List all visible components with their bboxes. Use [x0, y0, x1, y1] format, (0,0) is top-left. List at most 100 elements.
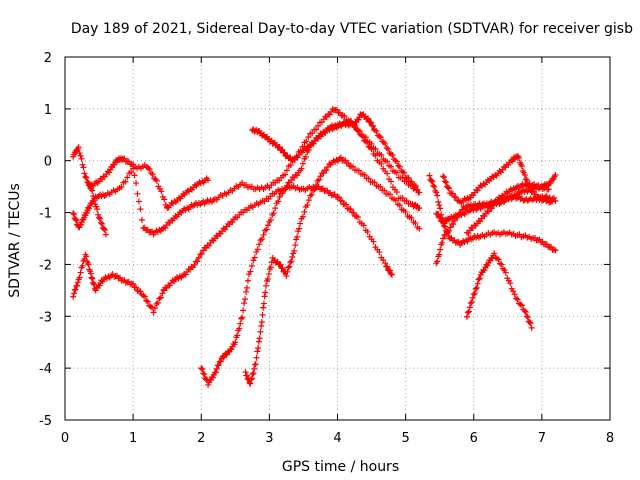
data-point — [315, 122, 322, 129]
data-point — [342, 157, 349, 164]
x-tick-label: 2 — [197, 431, 205, 446]
data-point — [259, 311, 266, 318]
data-point — [320, 170, 327, 177]
y-tick-labels: -5 -4 -3 -2 -1 0 1 2 — [39, 51, 52, 429]
data-point — [154, 299, 161, 306]
data-point — [209, 374, 216, 381]
data-point — [521, 308, 528, 315]
data-point — [429, 178, 436, 185]
data-point — [255, 345, 262, 352]
data-point — [292, 242, 299, 249]
data-point — [302, 153, 309, 160]
data-point — [111, 161, 118, 168]
data-point — [481, 267, 488, 274]
data-point — [494, 255, 501, 262]
data-point — [467, 300, 474, 307]
data-point — [87, 270, 94, 277]
data-point — [138, 216, 145, 223]
data-point — [308, 191, 315, 198]
series-track-13 — [433, 193, 559, 267]
data-point — [514, 296, 521, 303]
data-point — [435, 211, 442, 218]
data-point — [491, 250, 498, 257]
data-point — [377, 134, 384, 141]
data-point — [516, 154, 523, 161]
data-point — [130, 280, 137, 287]
data-point — [101, 226, 108, 233]
data-point — [83, 210, 90, 217]
data-point — [258, 323, 265, 330]
data-point — [257, 237, 264, 244]
data-point — [399, 168, 406, 175]
data-point — [201, 371, 208, 378]
data-point — [169, 277, 176, 284]
data-point — [72, 216, 79, 223]
data-point — [159, 290, 166, 297]
data-point — [198, 365, 205, 372]
data-point — [251, 365, 258, 372]
data-point — [198, 250, 205, 257]
data-point — [376, 249, 383, 256]
x-tick-label: 3 — [265, 431, 273, 446]
data-point — [387, 191, 394, 198]
data-point — [449, 190, 456, 197]
data-point — [430, 182, 437, 189]
data-point — [431, 183, 438, 190]
data-point — [311, 186, 318, 193]
data-point — [471, 290, 478, 297]
data-point — [236, 325, 243, 332]
data-point — [89, 275, 96, 282]
data-point — [96, 214, 103, 221]
data-point — [368, 140, 375, 147]
data-point — [70, 210, 77, 217]
data-point — [137, 288, 144, 295]
data-point — [393, 169, 400, 176]
y-tick-label: 2 — [44, 51, 52, 66]
data-point — [433, 189, 440, 196]
data-point — [378, 152, 385, 159]
data-point — [125, 158, 132, 165]
x-tick-label: 4 — [333, 431, 341, 446]
data-point — [258, 318, 265, 325]
data-point — [370, 123, 377, 130]
data-point — [405, 174, 412, 181]
data-point — [144, 298, 151, 305]
data-point — [74, 282, 81, 289]
data-point — [393, 158, 400, 165]
data-point — [355, 127, 362, 134]
data-point — [353, 213, 360, 220]
data-point — [408, 178, 415, 185]
data-point — [157, 294, 164, 301]
data-point — [85, 261, 92, 268]
data-point — [384, 263, 391, 270]
data-point — [381, 187, 388, 194]
y-tick-label: -2 — [39, 258, 52, 273]
data-point — [545, 186, 552, 193]
data-point — [476, 275, 483, 282]
data-point — [365, 175, 372, 182]
data-point — [299, 213, 306, 220]
data-point — [243, 288, 250, 295]
data-point — [145, 165, 152, 172]
data-point — [416, 225, 423, 232]
data-point — [77, 269, 84, 276]
data-point — [435, 198, 442, 205]
data-point — [146, 166, 153, 173]
data-point — [82, 173, 89, 180]
data-point — [243, 372, 250, 379]
data-point — [199, 366, 206, 373]
y-axis-title: SDTVAR / TECUs — [7, 183, 23, 298]
data-point — [447, 224, 454, 231]
data-point — [76, 150, 83, 157]
data-point — [191, 262, 198, 269]
data-point — [454, 213, 461, 220]
data-point — [513, 295, 520, 302]
data-series — [70, 106, 559, 388]
data-point — [98, 220, 105, 227]
data-point — [128, 169, 135, 176]
data-point — [253, 354, 260, 361]
data-point — [106, 169, 113, 176]
data-point — [296, 225, 303, 232]
data-point — [382, 260, 389, 267]
